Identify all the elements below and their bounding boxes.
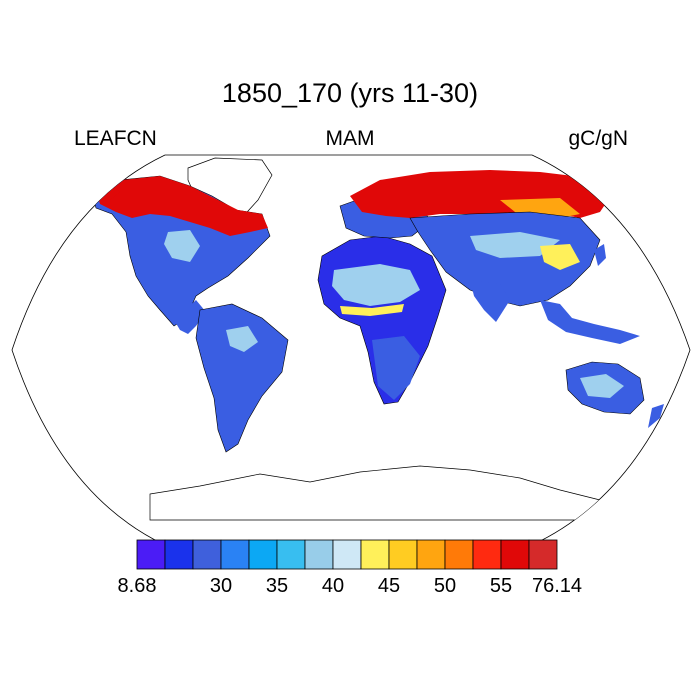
colorbar-swatch [472,539,502,570]
south-america-highlands [226,326,258,352]
central-america [174,300,206,334]
variable-label: LEAFCN [74,127,157,150]
north-america-plains [164,230,200,262]
colorbar-tick-label: 45 [377,575,401,597]
colorbar-swatch [192,539,222,570]
colorbar-tick-label: 30 [209,575,233,597]
southern-africa [372,336,420,400]
new-zealand [648,404,664,428]
colorbar-tick-label: 55 [489,575,513,597]
japan [594,244,606,266]
colorbar-swatch [360,539,390,570]
colorbar-swatch [416,539,446,570]
colorbar-tick-label: 40 [321,575,345,597]
india [470,280,510,322]
asia-steppe [470,232,560,258]
asia [409,211,601,307]
south-america [195,303,289,453]
colorbar-swatch [248,539,278,570]
colorbar-swatch [500,539,530,570]
east-asia-yellow [540,244,580,270]
southeast-asia [540,300,640,344]
colorbar-swatch [304,539,334,570]
colorbar-tick-label: 50 [433,575,457,597]
colorbar-swatch [332,539,362,570]
colorbar-swatch [276,539,306,570]
australia-interior [580,374,624,398]
colorbar-swatch [220,539,250,570]
colorbar-swatch [136,539,166,570]
colorbar-swatch [444,539,474,570]
colorbar-swatch [528,539,558,570]
colorbar-tick-label: 76.14 [531,575,583,597]
colorbar-tick-label: 8.68 [117,575,157,597]
sahara [332,264,420,306]
colorbar-swatch [388,539,418,570]
colorbar-tick-label: 35 [265,575,289,597]
units-label: gC/gN [568,127,628,150]
colorbar-swatch [164,539,194,570]
sahel [340,304,404,316]
north-america-boreal [96,176,268,236]
season-label: MAM [325,127,375,150]
plot-title: 1850_170 (yrs 11-30) [221,78,479,108]
